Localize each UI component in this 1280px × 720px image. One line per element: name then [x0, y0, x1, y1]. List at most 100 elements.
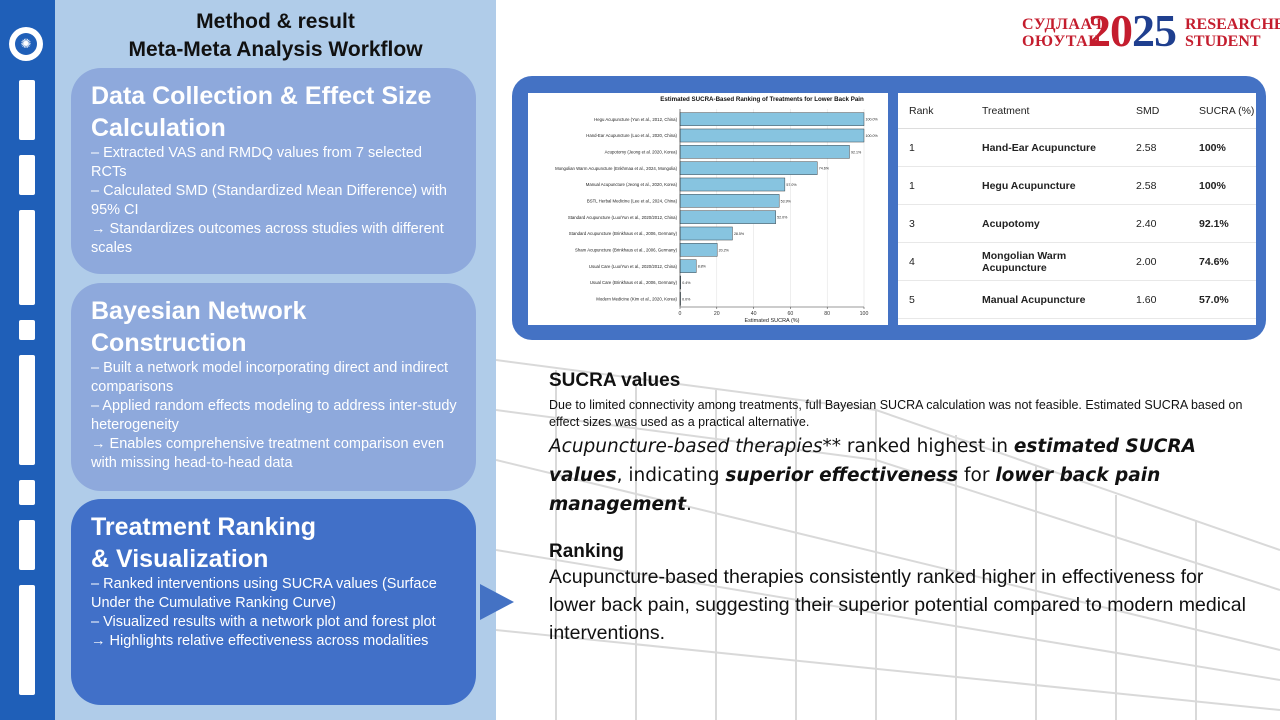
header-smd: SMD — [1125, 93, 1188, 129]
card-treatment-ranking: Treatment Ranking & Visualization – Rank… — [71, 499, 476, 705]
cell-smd: 2.58 — [1125, 166, 1188, 205]
value-label: 28.5% — [734, 232, 745, 236]
card-line: – Applied random effects modeling to add… — [91, 398, 457, 433]
logo-year: 2025 — [1088, 5, 1177, 56]
chart-bar — [679, 177, 786, 192]
x-tick-label: 60 — [788, 311, 794, 317]
x-axis-label: Estimated SUCRA (%) — [744, 318, 799, 324]
mongolian-script-decoration — [19, 80, 35, 700]
university-logo-icon: ✺ — [9, 27, 43, 61]
method-title: Method & result Meta-Meta Analysis Workf… — [55, 8, 496, 64]
value-label: 8.8% — [698, 265, 707, 269]
sucra-note: Due to limited connectivity among treatm… — [549, 398, 1243, 429]
category-label: Hegu Acupuncture (Yun et al., 2012, Chin… — [594, 117, 677, 122]
value-label: 0.4% — [682, 281, 691, 285]
cell-rank: 1 — [898, 166, 971, 205]
card-bayesian-network: Bayesian Network Construction – Built a … — [71, 283, 476, 491]
table-row: 3 Acupotomy 2.40 92.1% — [898, 204, 1256, 243]
card-heading: Data Collection & Effect Size Calculatio… — [91, 82, 432, 142]
card-line: – Calculated SMD (Standardized Mean Diff… — [91, 183, 447, 218]
cell-rank: 4 — [898, 242, 971, 281]
table-row: 5 Manual Acupuncture 1.60 57.0% — [898, 280, 1256, 319]
category-label: Standard Acupuncture (Brinkhaus et al., … — [569, 231, 678, 236]
cell-smd: 2.40 — [1125, 204, 1188, 243]
cell-sucra: 57.0% — [1188, 280, 1256, 319]
cell-smd: 1.60 — [1125, 280, 1188, 319]
chart-bar — [679, 210, 776, 224]
ranking-table: Rank Treatment SMD SUCRA (%) 1 Hand-Ear … — [898, 93, 1256, 319]
category-label: Mongolian Warm Acupuncture (Enkhmaa et a… — [555, 166, 677, 171]
card-line: – Ranked interventions using SUCRA value… — [91, 576, 437, 611]
cell-rank: 5 — [898, 280, 971, 319]
value-label: 0.0% — [682, 297, 691, 301]
cell-treatment: Hand-Ear Acupuncture — [971, 128, 1125, 167]
card-heading-line1: Treatment Ranking — [91, 513, 317, 541]
category-label: Hand-Ear Acupuncture (Luo et al., 2020, … — [586, 133, 677, 138]
value-label: 52.0% — [777, 216, 788, 220]
sucra-chart: Estimated SUCRA-Based Ranking of Treatme… — [528, 93, 888, 325]
table-row: 1 Hand-Ear Acupuncture 2.58 100% — [898, 128, 1256, 167]
table-row: 4 Mongolian Warm Acupuncture 2.00 74.6% — [898, 242, 1256, 281]
value-label: 57.0% — [786, 183, 797, 187]
cell-treatment: Mongolian Warm Acupuncture — [971, 242, 1125, 281]
value-label: 92.1% — [851, 150, 862, 154]
category-label: Sham Acupuncture (Brinkhaus et al., 2006… — [575, 247, 678, 252]
cell-treatment: Acupotomy — [971, 204, 1125, 243]
card-line: → Highlights relative effectiveness acro… — [91, 633, 429, 649]
sucra-bar-chart: Estimated SUCRA-Based Ranking of Treatme… — [555, 96, 879, 324]
card-line: – Extracted VAS and RMDQ values from 7 s… — [91, 145, 422, 180]
chart-bar — [679, 226, 733, 241]
x-tick-label: 80 — [824, 311, 830, 317]
x-tick-label: 20 — [714, 311, 720, 317]
cell-sucra: 100% — [1188, 166, 1256, 205]
method-title-line1: Method & result — [196, 10, 355, 33]
cell-sucra: 74.6% — [1188, 242, 1256, 281]
category-label: Usual Care (Brinkhaus et al., 2006, Germ… — [590, 280, 678, 285]
cell-smd: 2.58 — [1125, 128, 1188, 167]
logo-mongolian-text: СУДЛААЧ ОЮУТАН — [1022, 16, 1103, 50]
card-heading-line2: & Visualization — [91, 545, 269, 573]
card-line: – Built a network model incorporating di… — [91, 360, 449, 395]
conference-logo: СУДЛААЧ ОЮУТАН 2025 RESEARCHER STUDENT — [1022, 5, 1280, 56]
category-label: BSTL Herbal Medicine (Lee et al., 2024, … — [587, 198, 678, 203]
category-label: Usual Care (Luo/Yun et al., 2020/2012, C… — [589, 264, 678, 269]
chart-bar — [679, 145, 850, 159]
cell-rank: 3 — [898, 204, 971, 243]
cell-rank: 1 — [898, 128, 971, 167]
value-label: 20.2% — [719, 248, 730, 252]
header-sucra: SUCRA (%) — [1188, 93, 1256, 129]
cell-treatment: Hegu Acupuncture — [971, 166, 1125, 205]
card-line: – Visualized results with a network plot… — [91, 614, 436, 630]
card-line: → Enables comprehensive treatment compar… — [91, 436, 445, 471]
sucra-summary: Acupuncture-based therapies** ranked hig… — [549, 436, 1196, 515]
chart-title: Estimated SUCRA-Based Ranking of Treatme… — [660, 96, 864, 103]
table-row: 1 Hegu Acupuncture 2.58 100% — [898, 166, 1256, 205]
cell-treatment: Manual Acupuncture — [971, 280, 1125, 319]
header-treatment: Treatment — [971, 93, 1125, 129]
header-rank: Rank — [898, 93, 971, 129]
value-label: 100.0% — [866, 134, 879, 138]
x-tick-label: 100 — [860, 311, 869, 317]
chart-bar — [679, 259, 697, 273]
category-label: Manual Acupuncture (Jeong et al., 2020, … — [586, 182, 678, 187]
method-title-line2: Meta-Meta Analysis Workflow — [128, 38, 423, 61]
sucra-heading: SUCRA values — [549, 370, 681, 391]
category-label: Modern Medicine (Kim et al., 2020, Korea… — [596, 296, 677, 301]
x-tick-label: 0 — [679, 311, 682, 317]
ranking-heading: Ranking — [549, 541, 624, 562]
vertical-script-strip: ✺ — [0, 0, 55, 720]
x-tick-label: 40 — [751, 311, 757, 317]
cell-sucra: 100% — [1188, 128, 1256, 167]
category-label: Acupotomy (Jeong et al. 2020, Korea) — [605, 149, 678, 154]
table-header-row: Rank Treatment SMD SUCRA (%) — [898, 93, 1256, 129]
building-sketch-background — [496, 359, 1280, 720]
chart-bar — [679, 243, 718, 257]
results-text: SUCRA values Due to limited connectivity… — [549, 370, 1249, 647]
value-label: 53.9% — [781, 199, 792, 203]
card-heading: Bayesian Network Construction — [91, 297, 307, 357]
cell-sucra: 92.1% — [1188, 204, 1256, 243]
logo-english-text: RESEARCHER STUDENT — [1185, 16, 1280, 50]
card-data-collection: Data Collection & Effect Size Calculatio… — [71, 68, 476, 274]
chart-bar — [679, 194, 780, 208]
category-label: Standard Acupuncture (Luo/Yun et al., 20… — [568, 215, 678, 220]
